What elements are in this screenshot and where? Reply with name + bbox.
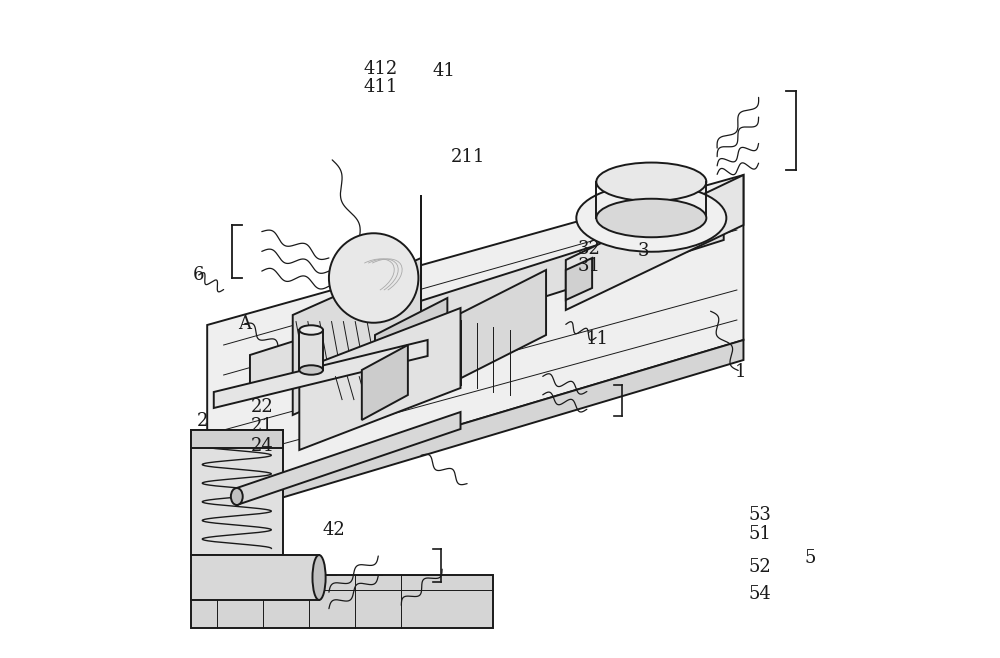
Polygon shape (237, 412, 461, 505)
Polygon shape (191, 430, 283, 448)
Polygon shape (207, 175, 743, 500)
Text: 6: 6 (193, 266, 204, 284)
Text: 24: 24 (250, 437, 273, 455)
Ellipse shape (231, 488, 243, 505)
Polygon shape (299, 330, 323, 370)
Text: 1: 1 (734, 363, 746, 381)
Text: 51: 51 (748, 525, 771, 544)
Text: 5: 5 (805, 549, 816, 567)
Polygon shape (293, 258, 421, 415)
Text: 54: 54 (749, 584, 771, 603)
Text: 21: 21 (250, 417, 273, 436)
Ellipse shape (576, 184, 726, 252)
Text: 32: 32 (577, 240, 600, 258)
Polygon shape (191, 555, 319, 600)
Text: A: A (238, 315, 251, 333)
Text: 53: 53 (748, 505, 771, 524)
Ellipse shape (596, 163, 706, 201)
Ellipse shape (596, 199, 706, 238)
Text: 411: 411 (363, 78, 397, 96)
Ellipse shape (299, 325, 323, 335)
Ellipse shape (299, 365, 323, 375)
Text: 11: 11 (586, 330, 609, 348)
Text: 41: 41 (433, 62, 456, 80)
Text: 31: 31 (577, 257, 600, 276)
Text: 3: 3 (638, 242, 649, 261)
Polygon shape (299, 308, 461, 450)
Polygon shape (362, 345, 408, 420)
Text: 2: 2 (197, 412, 208, 430)
Polygon shape (191, 430, 283, 555)
Polygon shape (566, 175, 743, 310)
Text: 412: 412 (363, 60, 397, 78)
Text: 52: 52 (749, 558, 771, 576)
Polygon shape (191, 575, 493, 628)
Text: 42: 42 (323, 520, 346, 539)
Ellipse shape (312, 555, 326, 600)
Polygon shape (447, 270, 546, 385)
Polygon shape (375, 298, 447, 385)
Polygon shape (566, 258, 592, 300)
Text: 211: 211 (451, 147, 486, 166)
Circle shape (329, 233, 418, 322)
Text: 22: 22 (250, 397, 273, 416)
Polygon shape (207, 340, 743, 520)
Polygon shape (250, 205, 724, 390)
Polygon shape (214, 340, 428, 408)
